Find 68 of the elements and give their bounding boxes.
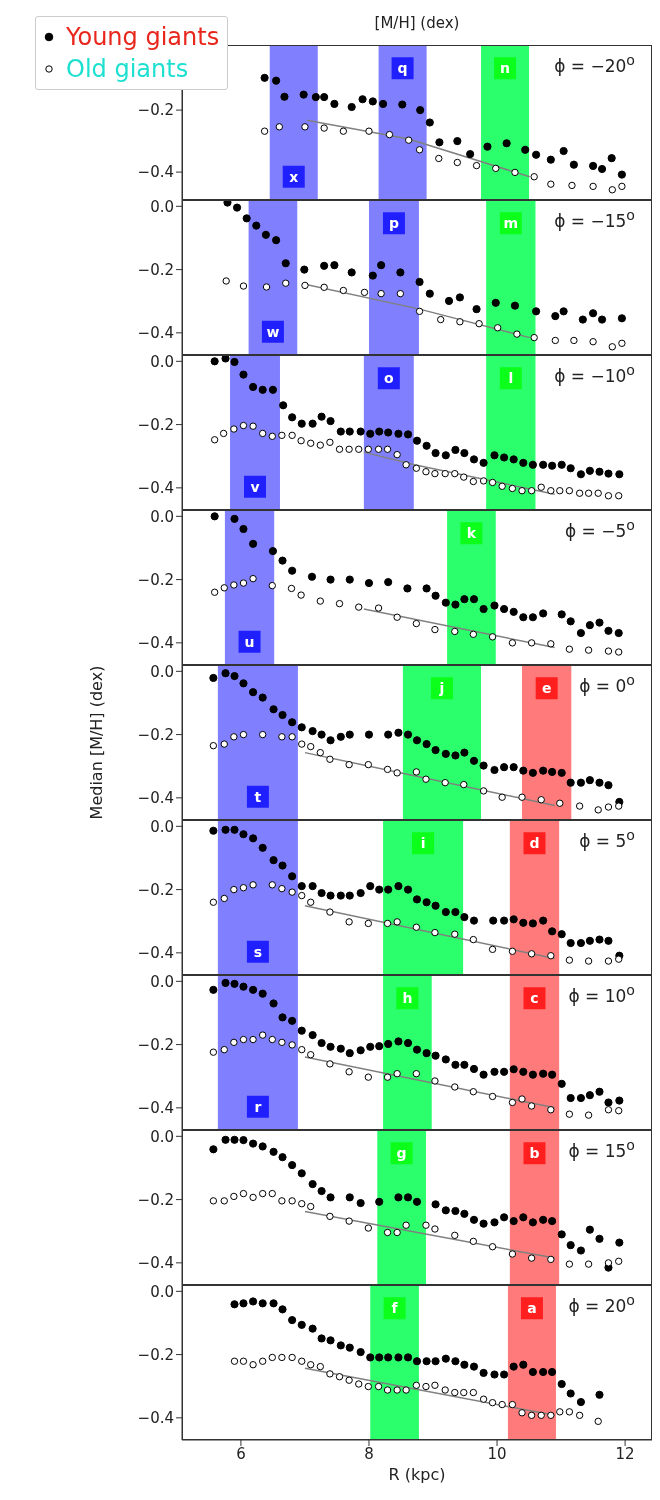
y-tick-label: −0.4 xyxy=(137,1254,174,1273)
annotation: ϕ = 15$^{o}$ xyxy=(565,1136,638,1162)
y-tick-label: −0.2 xyxy=(137,1345,174,1364)
y-tick-label: −0.4 xyxy=(137,944,174,963)
band-label: f xyxy=(391,1300,399,1317)
y-tick-label: −0.4 xyxy=(137,789,174,808)
x-tick-label: 10 xyxy=(487,1444,507,1463)
annotation: ϕ = −20$^{o}$ xyxy=(551,51,638,77)
x-tick-label: 6 xyxy=(236,1444,246,1463)
y-tick-label: 0.0 xyxy=(150,817,174,836)
x-axis-title: R (kpc) xyxy=(388,1465,446,1484)
band-label: h xyxy=(402,990,413,1007)
y-tick-label: −0.4 xyxy=(137,479,174,498)
y-tick-label: 0.0 xyxy=(150,352,174,371)
band-label: b xyxy=(529,1145,540,1162)
x-tick-label: 8 xyxy=(364,1444,374,1463)
band-label: t xyxy=(254,788,262,805)
band-label: q xyxy=(397,60,408,77)
annotation: ϕ = 0$^{o}$ xyxy=(576,671,638,697)
y-tick-label: −0.4 xyxy=(137,324,174,343)
chart-title: [M/H] (dex) xyxy=(374,14,460,32)
y-tick-label: 0.0 xyxy=(150,662,174,681)
legend-label: Young giants xyxy=(66,23,220,51)
y-tick-label: −0.4 xyxy=(137,1409,174,1428)
annotation: ϕ = 10$^{o}$ xyxy=(565,981,638,1007)
y-tick-label: 0.0 xyxy=(150,197,174,216)
y-tick-label: −0.4 xyxy=(137,1099,174,1118)
band-label: c xyxy=(530,990,539,1007)
y-axis-title: Median [M/H] (dex) xyxy=(86,665,106,820)
y-tick-label: −0.2 xyxy=(137,725,174,744)
y-tick-label: 0.0 xyxy=(150,1127,174,1146)
band-label: u xyxy=(244,633,255,650)
annotation: ϕ = −10$^{o}$ xyxy=(551,361,638,387)
y-tick-label: −0.2 xyxy=(137,415,174,434)
y-tick-label: 0.0 xyxy=(150,507,174,526)
band-label: d xyxy=(529,835,540,852)
y-tick-label: −0.2 xyxy=(137,1190,174,1209)
band-label: r xyxy=(254,1098,262,1115)
y-tick-label: −0.2 xyxy=(137,260,174,279)
band-label: p xyxy=(388,215,399,232)
band-label: k xyxy=(466,525,477,542)
annotation: ϕ = 5$^{o}$ xyxy=(576,826,638,852)
y-tick-label: −0.4 xyxy=(137,163,174,182)
band-label: j xyxy=(438,680,445,697)
y-tick-label: −0.2 xyxy=(137,880,174,899)
band-label: a xyxy=(527,1300,537,1317)
band-label: i xyxy=(420,835,426,852)
band-label: x xyxy=(289,168,299,185)
band-label: s xyxy=(253,943,263,960)
y-tick-label: −0.2 xyxy=(137,570,174,589)
annotation: ϕ = −5$^{o}$ xyxy=(562,516,638,542)
band-label: g xyxy=(396,1145,407,1162)
y-tick-label: −0.2 xyxy=(137,1035,174,1054)
band-label: m xyxy=(503,215,519,232)
band-label: v xyxy=(250,478,260,495)
annotation: ϕ = −15$^{o}$ xyxy=(551,206,638,232)
band-label: w xyxy=(266,323,280,340)
y-tick-label: −0.4 xyxy=(137,634,174,653)
band-label: o xyxy=(384,370,395,387)
band-label: n xyxy=(500,60,511,77)
y-tick-label: 0.0 xyxy=(150,1282,174,1301)
x-tick-label: 12 xyxy=(615,1444,635,1463)
y-tick-label: 0.0 xyxy=(150,972,174,991)
legend-label: Old giants xyxy=(66,55,189,83)
y-tick-label: −0.2 xyxy=(137,101,174,120)
band-label: e xyxy=(541,680,552,697)
annotation: ϕ = 20$^{o}$ xyxy=(565,1291,638,1317)
band-label: l xyxy=(508,370,514,387)
